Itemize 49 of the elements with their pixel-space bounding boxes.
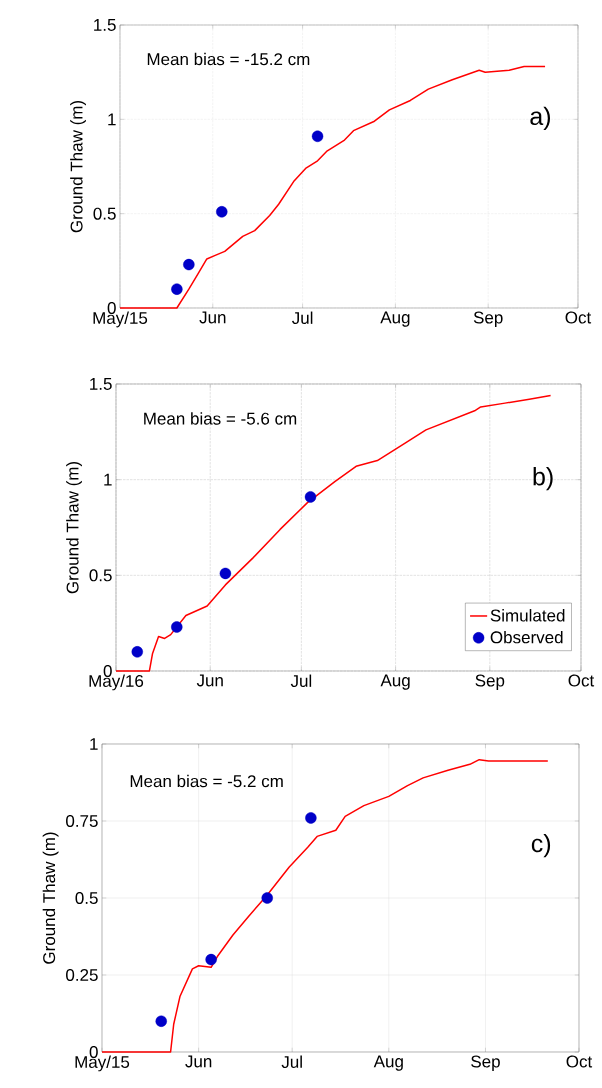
x-tick-label: Oct <box>566 1055 593 1068</box>
x-tick-label: Sep <box>471 1055 500 1071</box>
annotation: Mean bias = -15.2 cm <box>147 52 310 66</box>
legend-label: Observed <box>490 630 563 644</box>
x-tick-label: Aug <box>380 674 410 690</box>
y-axis-title: Ground Thaw (m) <box>42 832 59 964</box>
point <box>261 892 273 904</box>
y-axis-title: Ground Thaw (m) <box>66 461 82 594</box>
point <box>171 621 183 633</box>
annotation: c) <box>531 833 551 858</box>
annotation: a) <box>530 106 550 131</box>
point <box>311 130 324 143</box>
annotation: Mean bias = -5.6 cm <box>144 412 297 425</box>
point <box>155 1015 167 1027</box>
annotation: Mean bias = -5.2 cm <box>130 774 283 788</box>
point <box>305 812 317 824</box>
legend-label: Simulated <box>490 609 565 622</box>
point <box>304 491 317 503</box>
y-tick-label: 0.75 <box>66 814 98 828</box>
y-tick-label: 0.5 <box>93 207 116 220</box>
y-tick-label: 1 <box>90 738 98 750</box>
x-tick-label: Jun <box>185 1055 212 1068</box>
line-series <box>101 758 549 1053</box>
y-tick-label: 1 <box>108 113 116 126</box>
point <box>183 258 195 271</box>
y-tick-label: 1.5 <box>94 19 116 31</box>
x-tick-label: Aug <box>373 1055 403 1071</box>
point <box>216 206 228 218</box>
x-tick-label: Jun <box>199 311 226 324</box>
y-tick-label: 1 <box>104 473 112 486</box>
y-tick-label: 0.25 <box>66 968 98 982</box>
y-tick-label: 0.5 <box>89 569 112 582</box>
point <box>205 953 217 966</box>
x-tick-label: Oct <box>568 674 595 687</box>
x-tick-label: Sep <box>473 311 503 327</box>
x-tick-label: Jul <box>281 1055 302 1069</box>
x-tick-label: Jun <box>196 674 223 687</box>
y-tick-label: 1.5 <box>90 378 112 390</box>
x-tick-label: Jul <box>290 674 312 688</box>
x-tick-label: Jul <box>292 311 313 325</box>
point <box>171 283 183 295</box>
y-axis-title: Ground Thaw (m) <box>70 100 86 233</box>
annotation: b) <box>533 467 553 491</box>
y-tick-label: 0.5 <box>75 891 98 905</box>
point <box>131 646 143 658</box>
x-tick-label: Aug <box>380 311 410 327</box>
x-tick-label: Sep <box>475 674 505 690</box>
x-tick-label: Oct <box>565 311 592 324</box>
point <box>219 567 232 580</box>
